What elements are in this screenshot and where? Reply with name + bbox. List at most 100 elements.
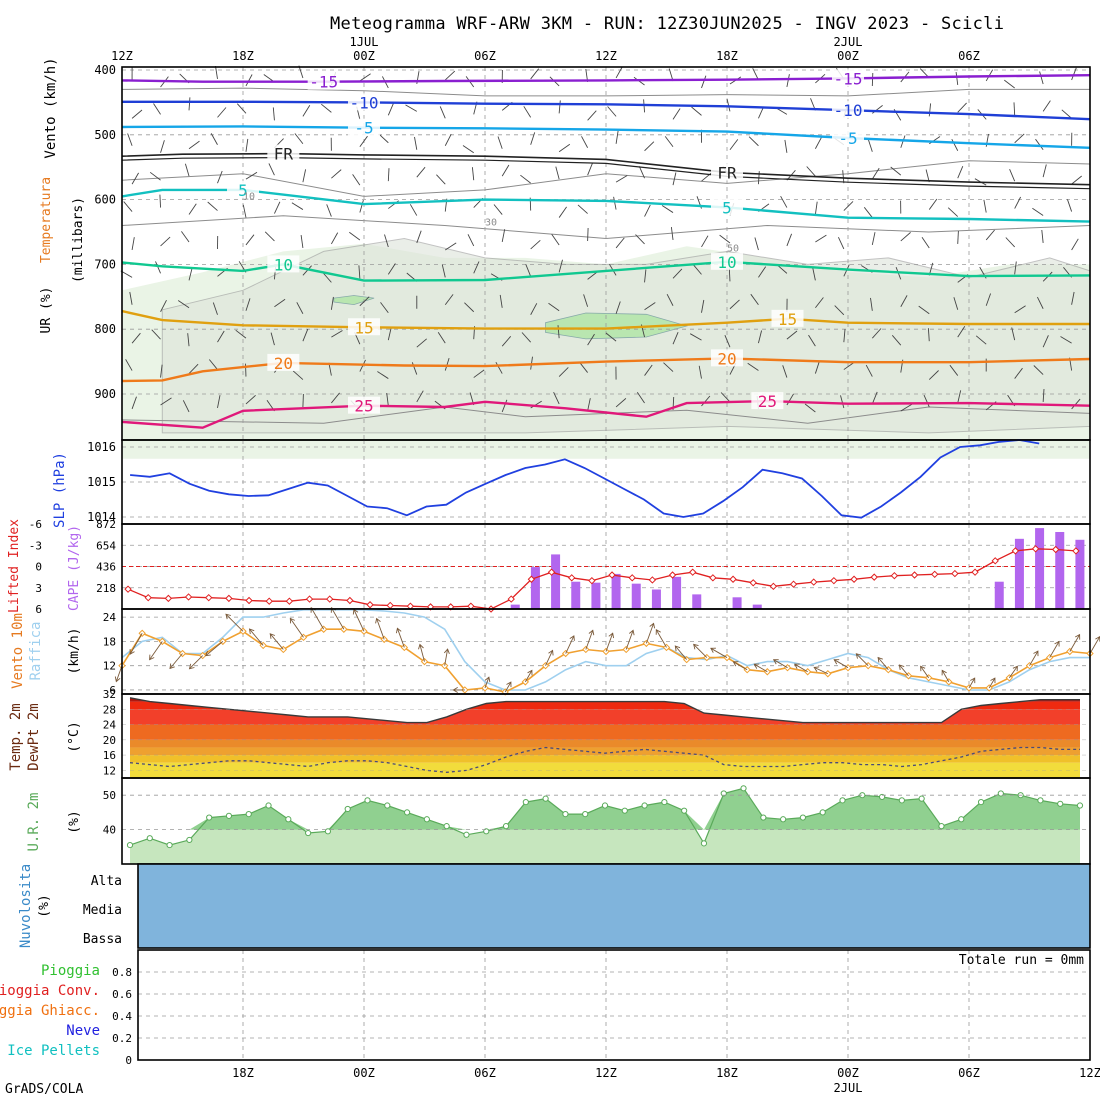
lifted-index-marker (367, 602, 373, 608)
top-tick-label: 18Z (716, 49, 738, 63)
wind-arrow (711, 648, 727, 657)
rh2m-marker (543, 796, 548, 801)
top-tick-label: 06Z (958, 49, 980, 63)
rh2m-marker (939, 824, 944, 829)
rh2m-marker (602, 803, 607, 808)
precip-tick-label: 0 (125, 1054, 132, 1067)
rh2m-marker (127, 842, 132, 847)
top-tick-label: 06Z (474, 49, 496, 63)
credit-label: GrADS/COLA (5, 1082, 83, 1097)
bottom-tick-label: 06Z (958, 1066, 980, 1080)
axis-label-ur: UR (%) (39, 287, 54, 334)
isotherm-label: -5 (354, 119, 373, 138)
cape-bar (531, 567, 540, 609)
bottom-tick-label: 18Z (716, 1066, 738, 1080)
cape-tick-label: 218 (96, 582, 116, 595)
axis-label-temp2m: Temp. 2m (8, 703, 24, 770)
axis-label-millibars: (millibars) (71, 197, 86, 283)
rh2m-marker (424, 817, 429, 822)
lifted-index-marker (952, 571, 958, 577)
rh2m-marker (583, 812, 588, 817)
lifted-index-marker (286, 598, 292, 604)
wind-arrow (1070, 635, 1080, 652)
lifted-index-marker (891, 573, 897, 579)
cape-tick-label: 654 (96, 539, 116, 552)
lifted-index-marker (246, 598, 252, 604)
temp-band (130, 747, 1080, 755)
rh2m-marker (286, 817, 291, 822)
precip-legend-label: Pioggia Ghiacc. (0, 1003, 100, 1019)
rh2m-marker (207, 815, 212, 820)
top-tick-label: 00Z (837, 49, 859, 63)
wind-arrow (354, 610, 364, 632)
temp-tick-label: 32 (103, 688, 116, 701)
cape-bar (995, 582, 1004, 609)
rh2m-marker (563, 812, 568, 817)
axis-label-temp-unit: (°C) (67, 721, 82, 752)
slp-tick-label: 1016 (87, 440, 116, 454)
slp-tick-label: 1015 (87, 475, 116, 489)
bottom-tick-label: 00Z (353, 1066, 375, 1080)
axis-label-ur2m: U.R. 2m (26, 792, 42, 851)
li-tick-label: 6 (35, 603, 42, 616)
lifted-index-marker (992, 558, 998, 564)
pressure-tick-label: 400 (94, 63, 116, 77)
pressure-tick-label: 800 (94, 322, 116, 336)
cape-bar (591, 583, 600, 609)
lifted-index-marker (690, 569, 696, 575)
lifted-index-marker (811, 579, 817, 585)
lifted-index-marker (972, 569, 978, 575)
wind-arrow (150, 641, 163, 659)
cape-bar (733, 597, 742, 609)
axis-label-lifted-index: Lifted Index (7, 519, 22, 613)
temp-band (130, 740, 1080, 748)
top-tick-label: 00Z (353, 49, 375, 63)
wind-arrow (331, 608, 343, 630)
rh2m-marker (820, 810, 825, 815)
temp-tick-label: 16 (103, 749, 116, 762)
cape-bar (612, 574, 621, 609)
li-tick-label: -3 (29, 539, 42, 552)
isotherm-label: 25 (354, 397, 373, 416)
isotherm-label: 20 (717, 349, 736, 368)
axis-label-wind-unit: (km/h) (67, 628, 82, 675)
wind-tick-label: 12 (103, 660, 116, 673)
rh2m-marker (147, 836, 152, 841)
cape-bar (1055, 532, 1064, 609)
axis-label-raffica: Raffica (28, 621, 44, 680)
rh2m-marker (187, 837, 192, 842)
pressure-tick-label: 900 (94, 387, 116, 401)
chart-title: Meteogramma WRF-ARW 3KM - RUN: 12Z30JUN2… (330, 14, 1004, 34)
bottom-tick-label: 12Z (595, 1066, 617, 1080)
lifted-index-marker (307, 596, 313, 602)
lifted-index-marker (206, 595, 212, 601)
wind-arrow (311, 608, 323, 630)
rh2m-marker (226, 813, 231, 818)
rh2m-marker (325, 829, 330, 834)
cape-bar (672, 577, 681, 609)
wind-tick-label: 24 (103, 611, 117, 624)
rh-contour-label: 30 (485, 218, 497, 229)
rh2m-marker (345, 806, 350, 811)
top-tick-label: 12Z (111, 49, 133, 63)
bottom-tick-label: 12Z (1079, 1066, 1100, 1080)
li-tick-label: -6 (29, 518, 42, 531)
lifted-index-marker (145, 595, 151, 601)
wind-tick-label: 18 (103, 635, 116, 648)
lifted-index-marker (186, 594, 192, 600)
axis-label-nuvolosita: Nuvolosita (18, 864, 34, 948)
axis-label-vento10m: Vento 10m (10, 613, 26, 689)
rh2m-marker (444, 824, 449, 829)
lifted-index-marker (831, 578, 837, 584)
top-day-label: 2JUL (834, 35, 863, 49)
pressure-tick-label: 700 (94, 257, 116, 271)
lifted-index-marker (791, 581, 797, 587)
rh2m-marker (978, 799, 983, 804)
axis-label-temperature: Temperatura (39, 177, 54, 263)
precip-legend-label: Ice Pellets (7, 1043, 100, 1059)
temp-tick-label: 24 (103, 719, 117, 732)
precip-total-label: Totale run = 0mm (959, 953, 1084, 968)
pressure-tick-label: 500 (94, 128, 116, 142)
isotherm-label: -10 (834, 101, 863, 120)
wind-arrow-head (150, 655, 155, 660)
